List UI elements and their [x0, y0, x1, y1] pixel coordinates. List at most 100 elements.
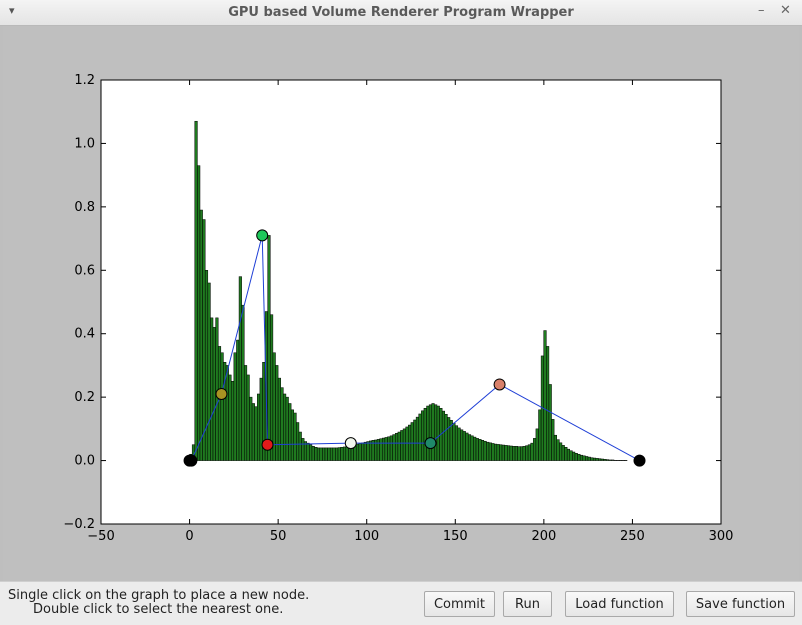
histogram-bar: [452, 422, 456, 461]
histogram-bar: [473, 436, 477, 461]
bottom-bar: Single click on the graph to place a new…: [0, 581, 802, 625]
histogram-bar: [382, 437, 386, 461]
x-tick-label: 250: [620, 529, 645, 544]
histogram-bar: [480, 440, 485, 461]
transfer-function-chart[interactable]: −50 0 50 100 150 200 250 300 −0.2 0.0 0.2 0.4 0.6 0.8…: [3, 26, 799, 581]
y-tick-label: 0.6: [74, 263, 95, 278]
histogram-bar: [478, 439, 482, 461]
transfer-function-node[interactable]: [256, 229, 269, 242]
load-function-button[interactable]: Load function: [565, 591, 674, 617]
histogram-bar: [543, 330, 547, 461]
transfer-function-node[interactable]: [344, 437, 357, 450]
y-tick-label: −0.2: [63, 517, 95, 532]
x-tick-label: −50: [87, 529, 114, 544]
histogram-bar: [579, 454, 584, 461]
histogram-bar: [509, 445, 513, 461]
histogram-bar: [197, 165, 201, 461]
close-icon[interactable]: ✕: [780, 3, 791, 18]
histogram-bar: [311, 446, 315, 461]
histogram-bar: [230, 381, 235, 461]
minimize-icon[interactable]: –: [758, 3, 765, 18]
histogram-bar: [314, 447, 318, 461]
histogram-bar: [342, 446, 347, 461]
histogram-bar: [366, 441, 370, 461]
histogram-bar: [600, 458, 604, 461]
histogram-bar: [238, 276, 242, 461]
histogram-bar: [207, 282, 211, 461]
histogram-bar: [572, 451, 576, 461]
histogram-bar: [405, 426, 409, 461]
transfer-function-node[interactable]: [493, 378, 506, 391]
histogram-bar: [400, 430, 404, 461]
histogram-bar: [574, 453, 578, 461]
histogram-bar: [434, 404, 438, 461]
status-hint-line1: Single click on the graph to place a new…: [8, 588, 310, 603]
histogram-bar: [595, 458, 599, 461]
histogram-bar: [561, 445, 565, 461]
y-tick-label: 0.2: [74, 390, 95, 405]
histogram-bar: [358, 443, 362, 461]
window-menu-icon[interactable]: ▾: [9, 4, 15, 17]
histogram-bar: [306, 442, 310, 461]
x-tick-label: 200: [531, 529, 556, 544]
histogram-bar: [499, 444, 503, 461]
transfer-function-node[interactable]: [424, 437, 437, 450]
histogram-bar: [507, 445, 511, 461]
histogram-bar: [582, 455, 586, 461]
histogram-bar: [501, 444, 505, 461]
histogram-bar: [384, 437, 388, 461]
histogram-bar: [483, 440, 487, 461]
status-hint-line2: Double click to select the nearest one.: [33, 602, 284, 617]
transfer-function-node[interactable]: [215, 387, 228, 400]
histogram-bar: [522, 446, 526, 461]
histogram-bar: [402, 428, 406, 461]
histogram-bar: [421, 410, 425, 461]
histogram-bar: [298, 431, 302, 461]
histogram-bar: [319, 447, 323, 461]
histogram-bar: [316, 447, 321, 461]
x-tick-label: 300: [709, 529, 734, 544]
histogram-bar: [512, 446, 516, 461]
histogram-bar: [410, 422, 414, 461]
histogram-bar: [559, 442, 563, 461]
histogram-bar: [538, 409, 542, 461]
transfer-function-node[interactable]: [261, 438, 274, 451]
histogram-bar: [444, 414, 448, 461]
histogram-bar: [210, 317, 214, 461]
histogram-bar: [525, 445, 529, 461]
histogram-bar: [212, 327, 216, 461]
histogram-bar: [592, 457, 597, 461]
histogram-bar: [285, 396, 289, 461]
histogram-bar: [470, 435, 474, 461]
histogram-bar: [426, 405, 430, 461]
histogram-bar: [280, 387, 284, 461]
histogram-bar: [327, 447, 331, 461]
histogram-bar: [257, 393, 261, 461]
histogram-bar: [254, 406, 258, 461]
histogram-bar: [233, 352, 237, 461]
y-tick-label: 1.2: [74, 73, 95, 88]
transfer-function-node[interactable]: [633, 454, 646, 467]
histogram-bar: [491, 443, 495, 461]
histogram-bar: [514, 446, 518, 461]
histogram-bar: [379, 438, 383, 461]
histogram-bar: [309, 444, 313, 461]
plot-panel: −50 0 50 100 150 200 250 300 −0.2 0.0 0.2 0.4 0.6 0.8…: [3, 26, 799, 581]
y-tick-label: 0.4: [74, 327, 95, 342]
commit-button[interactable]: Commit: [424, 591, 495, 617]
histogram-bar: [548, 384, 552, 461]
histogram-bar: [387, 436, 391, 461]
histogram-bar: [296, 422, 300, 461]
histogram-bar: [553, 434, 557, 461]
y-tick-label: 1.0: [74, 136, 95, 151]
save-function-button[interactable]: Save function: [686, 591, 795, 617]
histogram-bar: [324, 447, 328, 461]
histogram-bar: [395, 433, 399, 461]
histogram-bar: [277, 377, 281, 461]
histogram-bar: [441, 410, 446, 461]
histogram-bar: [244, 365, 248, 461]
histogram-bar: [423, 407, 427, 461]
transfer-function-node[interactable]: [185, 454, 198, 467]
histogram-bar: [361, 442, 365, 461]
run-button[interactable]: Run: [503, 591, 552, 617]
